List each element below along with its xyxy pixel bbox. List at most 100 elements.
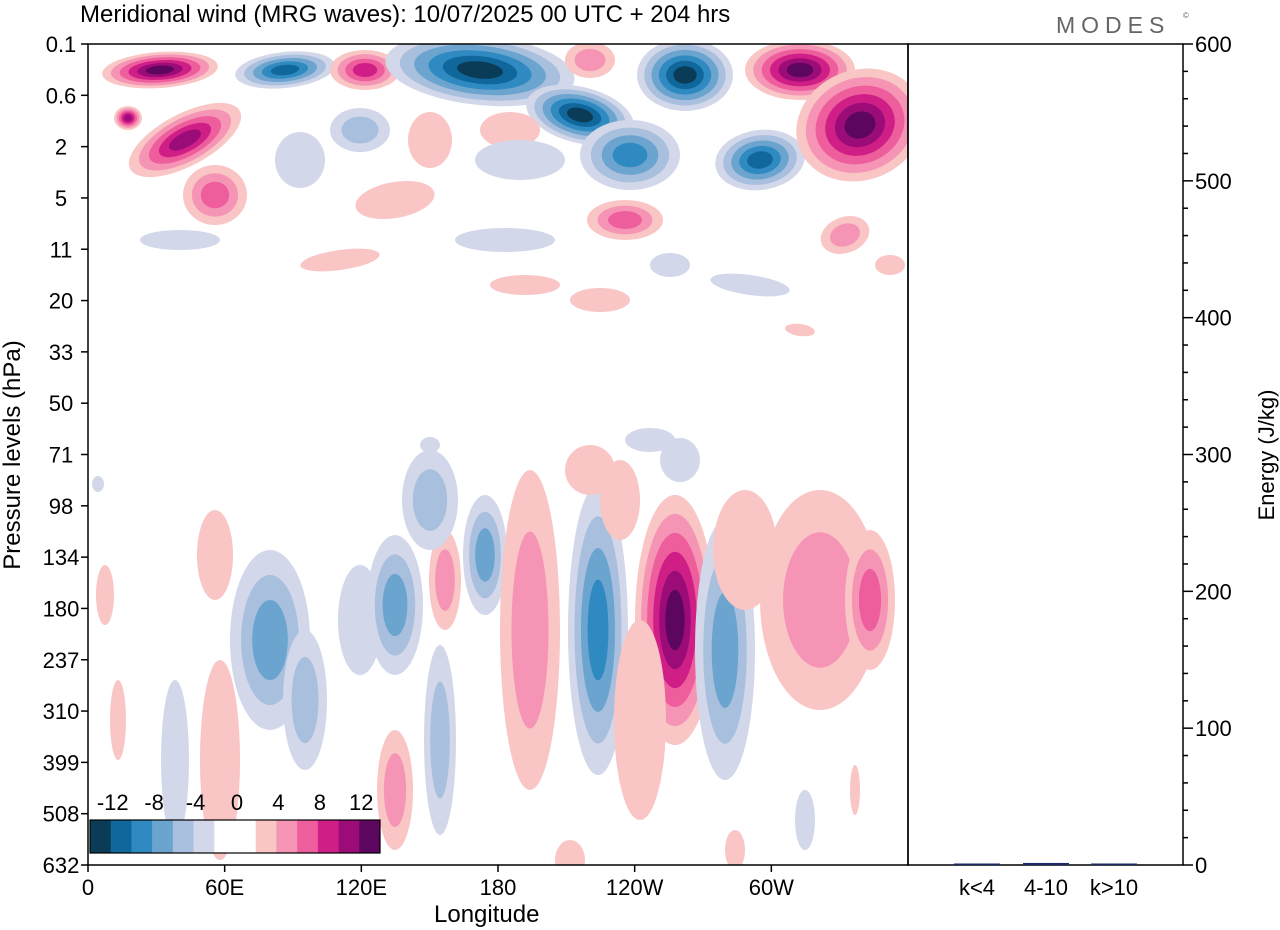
negative-contour xyxy=(382,573,408,637)
positive-contour xyxy=(355,180,435,220)
positive-contour xyxy=(352,63,378,77)
positive-contour xyxy=(145,65,175,75)
pressure-tick-label: 399 xyxy=(43,750,80,775)
negative-contour xyxy=(92,476,104,492)
pressure-tick-label: 0.6 xyxy=(46,83,77,108)
positive-contour xyxy=(168,129,202,151)
negative-contour xyxy=(420,437,440,453)
legend-label: -4 xyxy=(186,790,206,815)
negative-contour xyxy=(412,469,448,531)
positive-contour xyxy=(783,532,857,668)
energy-category-label: k>10 xyxy=(1090,875,1138,900)
pressure-tick-label: 71 xyxy=(49,443,73,468)
positive-contour xyxy=(435,549,455,611)
negative-contour xyxy=(457,61,503,79)
positive-contour xyxy=(844,111,876,139)
pressure-tick-label: 237 xyxy=(43,648,80,673)
energy-tick-label: 200 xyxy=(1195,579,1232,604)
legend-swatch xyxy=(297,820,319,853)
energy-categories: k<4 4-10 k>10 xyxy=(959,875,1138,900)
pressure-tick-label: 632 xyxy=(43,853,80,878)
positive-contour xyxy=(110,680,126,760)
negative-contour xyxy=(291,656,319,744)
energy-tick-label: 500 xyxy=(1195,169,1232,194)
pressure-axis: 0.1 0.6 2 5 11 20 33 50 71 98 134 180 237 310 399 508 63… xyxy=(43,32,88,878)
negative-contour xyxy=(747,151,773,169)
legend-label: -12 xyxy=(97,790,129,815)
contour-field xyxy=(92,44,908,865)
negative-contour xyxy=(660,438,700,482)
pressure-tick-label: 134 xyxy=(43,545,80,570)
brand-logo: MODES © xyxy=(1056,11,1189,38)
negative-contour xyxy=(140,230,220,250)
energy-tick-label: 300 xyxy=(1195,443,1232,468)
negative-contour xyxy=(270,64,300,76)
positive-contour xyxy=(490,275,560,295)
legend-frame xyxy=(89,819,381,854)
energy-frame xyxy=(907,43,1184,866)
legend-swatch xyxy=(317,820,339,853)
legend-label: 12 xyxy=(349,790,373,815)
positive-contour xyxy=(830,223,860,247)
pressure-tick-label: 0.1 xyxy=(46,32,77,57)
longitude-tick-label: 60E xyxy=(205,875,244,900)
positive-contour xyxy=(124,114,132,122)
negative-contour xyxy=(275,132,325,188)
negative-contour xyxy=(673,66,697,84)
negative-contour xyxy=(612,142,648,168)
longitude-tick-label: 180 xyxy=(480,875,517,900)
negative-contour xyxy=(455,228,555,252)
pressure-tick-label: 310 xyxy=(43,699,80,724)
legend-label: 8 xyxy=(314,790,326,815)
positive-contour xyxy=(608,211,642,229)
positive-contour xyxy=(785,323,815,337)
positive-contour xyxy=(614,620,666,820)
y-axis-label: Pressure levels (hPa) xyxy=(0,340,26,569)
negative-contour xyxy=(475,528,495,582)
legend-swatch xyxy=(235,820,257,853)
negative-contour xyxy=(252,600,288,680)
pressure-tick-label: 98 xyxy=(49,494,73,519)
energy-tick-label: 100 xyxy=(1195,716,1232,741)
energy-tick-label: 600 xyxy=(1195,32,1232,57)
positive-contour xyxy=(200,181,230,209)
energy-bar xyxy=(1091,863,1137,865)
legend-swatch xyxy=(214,820,236,853)
color-legend: -12 -8 -4 0 4 8 12 xyxy=(89,790,381,854)
legend-swatch xyxy=(152,820,174,853)
positive-contour xyxy=(555,840,585,865)
positive-contour xyxy=(565,445,615,495)
energy-bar xyxy=(954,863,1000,865)
negative-contour xyxy=(625,428,675,452)
positive-contour xyxy=(875,255,905,275)
negative-contour xyxy=(566,107,594,123)
negative-contour xyxy=(587,579,609,681)
longitude-tick-label: 120W xyxy=(606,875,664,900)
energy-axis-label: Energy (J/kg) xyxy=(1254,390,1279,521)
energy-bars xyxy=(954,862,1137,865)
energy-tick-label: 400 xyxy=(1195,306,1232,331)
legend-swatch xyxy=(276,820,298,853)
negative-contour xyxy=(341,116,379,144)
longitude-tick-label: 0 xyxy=(82,875,94,900)
energy-tick-label: 0 xyxy=(1195,853,1207,878)
legend-label: 4 xyxy=(272,790,284,815)
positive-contour xyxy=(300,248,380,272)
positive-contour xyxy=(96,565,114,625)
legend-swatch xyxy=(338,820,360,853)
negative-contour xyxy=(650,253,690,277)
negative-contour xyxy=(475,140,565,180)
x-axis-label: Longitude xyxy=(434,901,539,928)
legend-swatch xyxy=(255,820,277,853)
legend-swatch xyxy=(359,820,381,853)
negative-contour xyxy=(795,790,815,850)
positive-contour xyxy=(725,830,745,865)
positive-contour xyxy=(480,112,540,148)
legend-swatch xyxy=(131,820,153,853)
energy-category-label: 4-10 xyxy=(1024,875,1068,900)
negative-contour xyxy=(161,680,189,840)
positive-contour xyxy=(408,112,452,168)
pressure-tick-label: 2 xyxy=(55,135,67,160)
pressure-tick-label: 11 xyxy=(50,237,73,262)
